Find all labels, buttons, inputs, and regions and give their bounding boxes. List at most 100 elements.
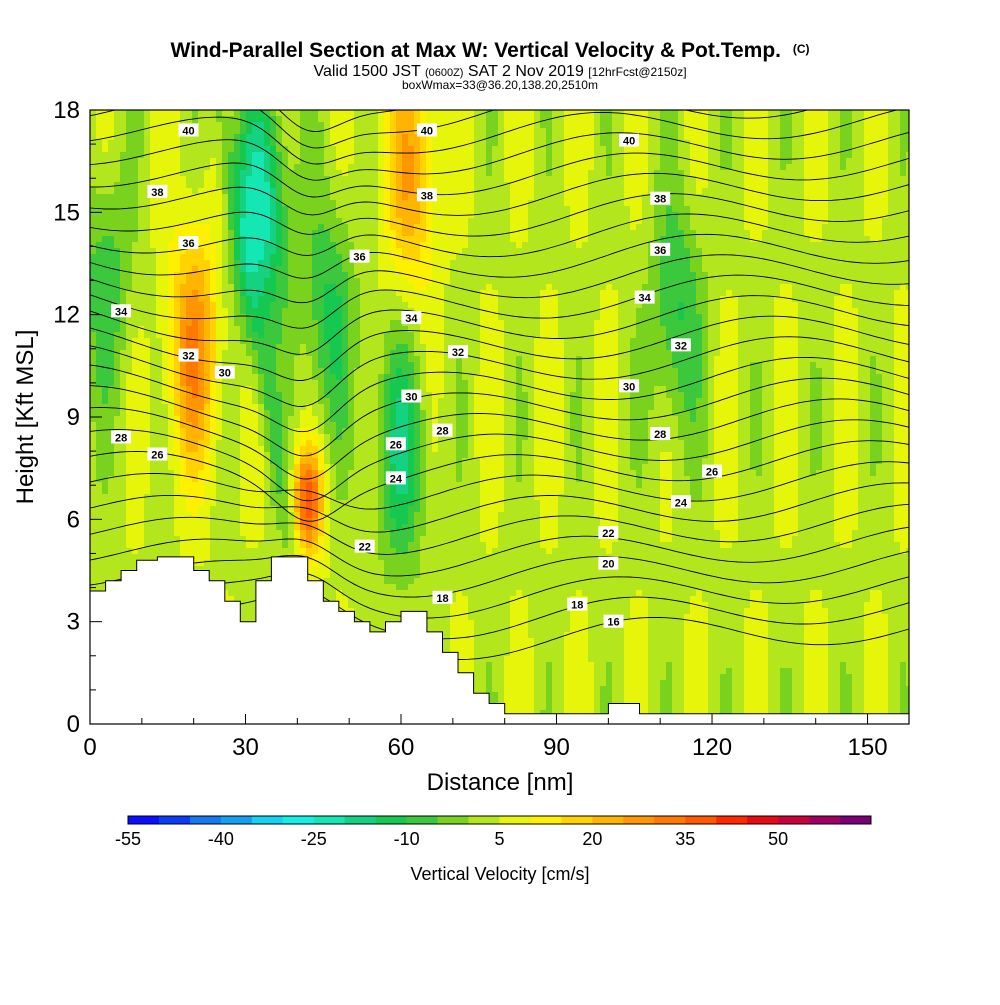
velocity-cell [168,176,175,183]
velocity-cell [894,116,901,123]
velocity-cell [324,326,331,333]
velocity-cell [534,224,541,231]
velocity-cell [774,314,781,321]
velocity-cell [444,188,451,195]
velocity-cell [654,218,661,225]
velocity-cell [594,212,601,219]
velocity-cell [162,140,169,147]
velocity-cell [264,248,271,255]
velocity-cell [246,152,253,159]
velocity-cell [834,194,841,201]
velocity-cell [828,140,835,147]
velocity-cell [588,128,595,135]
velocity-cell [312,230,319,237]
velocity-cell [840,254,847,261]
velocity-cell [666,278,673,285]
velocity-cell [468,206,475,213]
velocity-cell [264,266,271,273]
velocity-cell [834,170,841,177]
velocity-cell [690,218,697,225]
velocity-cell [174,308,181,315]
velocity-cell [840,236,847,243]
velocity-cell [210,308,217,315]
velocity-cell [636,284,643,291]
velocity-cell [234,308,241,315]
velocity-cell [822,194,829,201]
velocity-cell [636,194,643,201]
velocity-cell [906,158,909,165]
velocity-cell [636,314,643,321]
velocity-cell [816,296,823,303]
velocity-cell [714,110,721,117]
velocity-cell [366,266,373,273]
velocity-cell [654,158,661,165]
velocity-cell [774,320,781,327]
velocity-cell [732,116,739,123]
velocity-cell [162,308,169,315]
velocity-cell [804,218,811,225]
velocity-cell [726,146,733,153]
velocity-cell [222,278,229,285]
velocity-cell [192,116,199,123]
velocity-cell [726,152,733,159]
velocity-cell [870,188,877,195]
velocity-cell [618,230,625,237]
velocity-cell [840,152,847,159]
velocity-cell [294,248,301,255]
velocity-cell [876,320,883,327]
velocity-cell [720,314,727,321]
velocity-cell [762,110,769,117]
velocity-cell [456,308,463,315]
velocity-cell [864,302,871,309]
velocity-cell [798,314,805,321]
velocity-cell [450,176,457,183]
velocity-cell [774,248,781,255]
velocity-cell [684,314,691,321]
velocity-cell [102,290,109,297]
velocity-cell [378,194,385,201]
velocity-cell [156,290,163,297]
velocity-cell [870,308,877,315]
velocity-cell [672,182,679,189]
velocity-cell [780,296,787,303]
velocity-cell [288,242,295,249]
velocity-cell [612,122,619,129]
velocity-cell [264,140,271,147]
velocity-cell [96,308,103,315]
velocity-cell [312,176,319,183]
velocity-cell [462,152,469,159]
velocity-cell [162,122,169,129]
velocity-cell [720,242,727,249]
chart-subtitle-2: boxWmax=33@36.20,138.20,2510m [402,78,598,92]
velocity-cell [798,224,805,231]
velocity-cell [474,212,481,219]
velocity-cell [540,206,547,213]
velocity-cell [450,224,457,231]
velocity-cell [834,140,841,147]
velocity-cell [444,194,451,201]
velocity-cell [852,224,859,231]
velocity-cell [324,188,331,195]
velocity-cell [678,212,685,219]
velocity-cell [324,302,331,309]
velocity-cell [390,326,397,333]
velocity-cell [528,158,535,165]
velocity-cell [756,296,763,303]
velocity-cell [408,254,415,261]
velocity-cell [798,188,805,195]
velocity-cell [306,326,313,333]
velocity-cell [828,242,835,249]
velocity-cell [360,218,367,225]
velocity-cell [900,260,907,267]
velocity-cell [456,278,463,285]
velocity-cell [738,284,745,291]
velocity-cell [312,140,319,147]
velocity-cell [192,308,199,315]
velocity-cell [378,164,385,171]
velocity-cell [546,212,553,219]
velocity-cell [738,320,745,327]
velocity-cell [906,236,909,243]
velocity-cell [300,248,307,255]
velocity-cell [738,170,745,177]
velocity-cell [318,320,325,327]
